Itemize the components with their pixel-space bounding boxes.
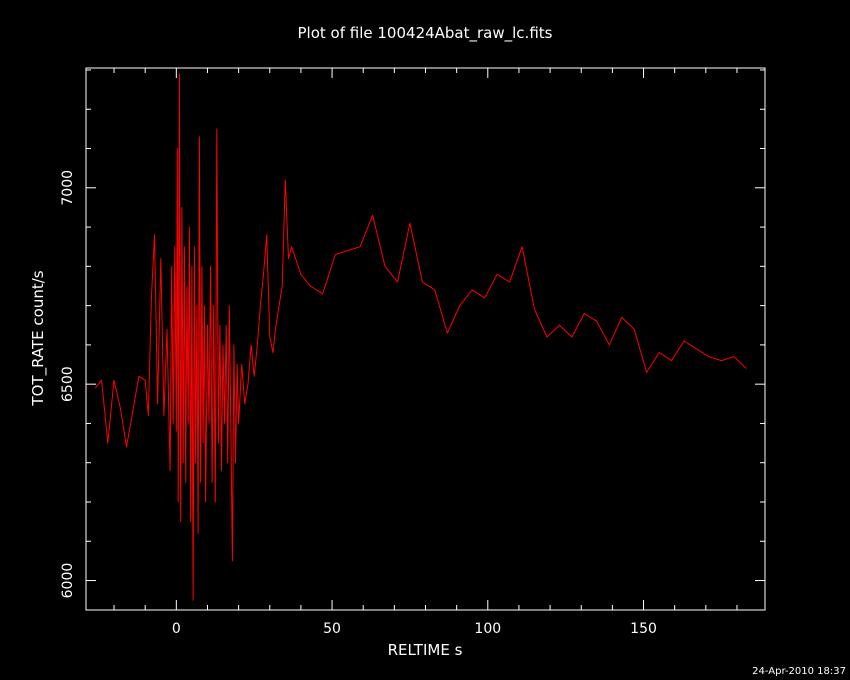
series-layer: [94, 73, 747, 601]
chart-title: Plot of file 100424Abat_raw_lc.fits: [298, 24, 553, 43]
axis-tick-labels: 0 50 100 150 6000 6500 7000: [60, 170, 657, 637]
axis-ticks: [86, 68, 765, 610]
y-tick-label: 7000: [60, 170, 76, 206]
x-tick-label: 0: [172, 621, 181, 637]
x-axis-label: RELTIME s: [388, 641, 463, 659]
y-tick-label: 6000: [60, 563, 76, 599]
series-line: [94, 73, 747, 601]
x-tick-label: 100: [474, 621, 501, 637]
timestamp-label: 24-Apr-2010 18:37: [752, 666, 846, 677]
x-tick-label: 50: [323, 621, 341, 637]
x-tick-label: 150: [630, 621, 657, 637]
y-axis-label: TOT_RATE count/s: [29, 270, 48, 406]
y-tick-label: 6500: [60, 366, 76, 402]
